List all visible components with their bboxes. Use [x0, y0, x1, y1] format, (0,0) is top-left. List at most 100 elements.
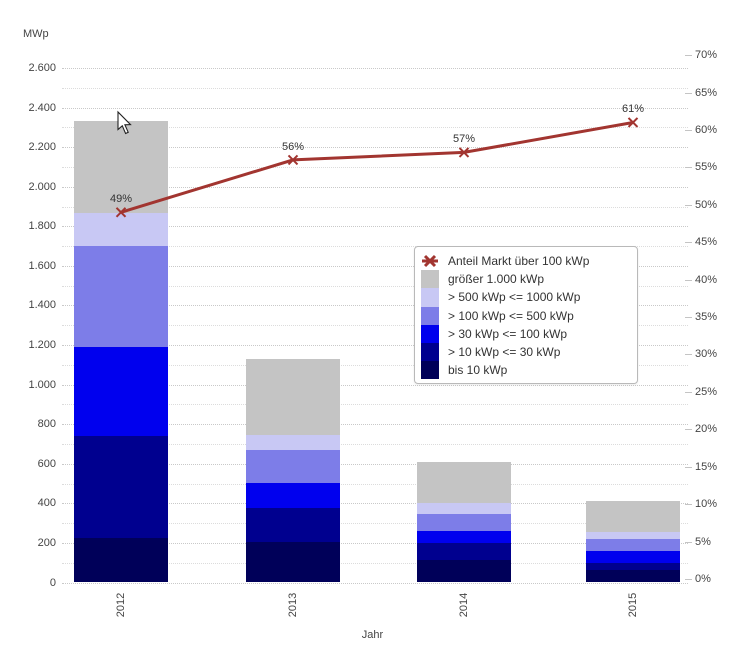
right-axis-tick-mark	[685, 242, 692, 244]
y-axis-tick-label: 400	[37, 497, 56, 510]
y-axis-unit-label: MWp	[23, 28, 49, 40]
right-axis-tick-mark	[685, 504, 692, 506]
gridline	[62, 226, 688, 228]
gridline	[62, 325, 688, 327]
gridline	[62, 265, 688, 267]
gridline	[62, 424, 688, 426]
gridline	[62, 246, 688, 248]
right-axis-tick-mark	[685, 391, 692, 393]
y-axis-tick-label: 2.600	[28, 62, 56, 74]
right-axis-tick-label: 50%	[695, 198, 718, 211]
y-axis-tick-label: 600	[37, 457, 56, 470]
bar-2012-segment[interactable]	[74, 537, 168, 583]
y-axis-tick-label: 800	[37, 418, 56, 431]
bar-2013-segment[interactable]	[246, 541, 340, 583]
gridline	[62, 305, 688, 307]
bar-2014-segment[interactable]	[417, 503, 511, 515]
bar-2013-segment[interactable]	[246, 508, 340, 542]
gridline	[62, 384, 688, 386]
gridline	[62, 483, 688, 485]
legend-item[interactable]: größer 1.000 kWp	[421, 270, 631, 289]
right-axis-tick-mark	[685, 354, 692, 356]
legend-swatch	[421, 306, 439, 325]
bar-2013-segment[interactable]	[246, 435, 340, 450]
bar-2012-segment[interactable]	[74, 436, 168, 538]
bar-2012-segment[interactable]	[74, 213, 168, 247]
bar-2014-segment[interactable]	[417, 461, 511, 504]
legend-item[interactable]: > 10 kWp <= 30 kWp	[421, 342, 631, 362]
legend-item[interactable]: bis 10 kWp	[421, 361, 631, 380]
y-axis-tick-label: 0	[49, 576, 56, 589]
right-axis-tick-label: 45%	[695, 236, 718, 249]
x-axis-title: Jahr	[361, 629, 384, 641]
legend-item-label: > 100 kWp <= 500 kWp	[448, 308, 574, 323]
y-axis-tick-label: 1.200	[28, 339, 56, 352]
y-axis-tick-label: 1.800	[28, 220, 56, 233]
legend-swatch	[421, 270, 439, 289]
bar-2014-segment[interactable]	[417, 542, 511, 560]
right-axis-tick-mark	[685, 541, 692, 543]
legend-item[interactable]: Anteil Markt über 100 kWp	[421, 252, 631, 270]
legend-swatch	[421, 342, 439, 362]
right-axis-tick-mark	[685, 279, 692, 281]
legend-item-label: > 30 kWp <= 100 kWp	[448, 326, 568, 341]
right-axis-tick-label: 40%	[695, 273, 718, 286]
right-axis-tick-mark	[685, 579, 692, 580]
line-point-label: 61%	[621, 103, 645, 116]
right-axis-tick-mark	[685, 466, 692, 468]
right-axis-tick-label: 30%	[695, 348, 718, 361]
right-axis-tick-mark	[685, 167, 692, 169]
right-axis-tick-label: 10%	[695, 498, 718, 511]
bar-2015-segment[interactable]	[586, 562, 680, 570]
legend-swatch	[421, 324, 439, 343]
right-axis-tick-label: 60%	[695, 123, 718, 136]
legend-item[interactable]: > 30 kWp <= 100 kWp	[421, 324, 631, 343]
bar-2012-segment[interactable]	[74, 246, 168, 347]
legend-item[interactable]: > 100 kWp <= 500 kWp	[421, 306, 631, 325]
line-point-marker[interactable]	[287, 154, 299, 166]
right-axis-tick-label: 20%	[695, 423, 718, 436]
legend: Anteil Markt über 100 kWp größer 1.000 kW…	[414, 246, 638, 384]
gridline	[62, 523, 688, 525]
bar-2014-segment[interactable]	[417, 514, 511, 532]
bar-2013-segment[interactable]	[246, 482, 340, 509]
gridline	[62, 463, 688, 465]
y-axis-tick-label: 2.400	[28, 101, 56, 114]
line-x-marker-icon	[421, 252, 439, 270]
right-axis-tick-label: 55%	[695, 161, 718, 174]
line-point-marker[interactable]	[458, 147, 470, 158]
gridline	[62, 562, 688, 564]
line-point-label: 49%	[109, 193, 133, 206]
right-axis-tick-mark	[685, 317, 692, 319]
gridline	[62, 364, 688, 366]
right-axis-tick-label: 35%	[695, 311, 718, 324]
bar-2014-segment[interactable]	[417, 559, 511, 583]
gridline	[62, 87, 688, 89]
right-axis-tick-mark	[685, 92, 692, 94]
legend-item-label: > 10 kWp <= 30 kWp	[448, 345, 561, 360]
y-axis-tick-label: 1.400	[28, 299, 56, 312]
bar-2013-segment[interactable]	[246, 449, 340, 483]
bar-2014-segment[interactable]	[417, 531, 511, 543]
right-axis-tick-label: 70%	[695, 49, 718, 62]
bar-2015-segment[interactable]	[586, 532, 680, 539]
right-axis-tick-label: 0%	[695, 573, 711, 585]
bar-2015-segment[interactable]	[586, 501, 680, 533]
right-axis-tick-mark	[685, 55, 692, 57]
legend-item[interactable]: > 500 kWp <= 1000 kWp	[421, 288, 631, 307]
bar-2013-segment[interactable]	[246, 358, 340, 436]
right-axis-tick-mark	[685, 204, 692, 206]
legend-item-label: > 500 kWp <= 1000 kWp	[448, 290, 581, 305]
bar-2015-segment[interactable]	[586, 538, 680, 551]
line-point-marker[interactable]	[627, 117, 639, 128]
bar-2015-segment[interactable]	[586, 569, 680, 583]
bar-2015-segment[interactable]	[586, 550, 680, 563]
legend-item-label: bis 10 kWp	[448, 363, 508, 378]
x-axis-tick-label: 2015	[627, 592, 639, 618]
bar-2012-segment[interactable]	[74, 347, 168, 437]
y-axis-tick-label: 1.000	[28, 378, 56, 391]
legend-swatch	[421, 361, 439, 380]
y-axis-tick-label: 200	[37, 536, 56, 549]
x-axis-tick-label: 2012	[115, 592, 127, 618]
